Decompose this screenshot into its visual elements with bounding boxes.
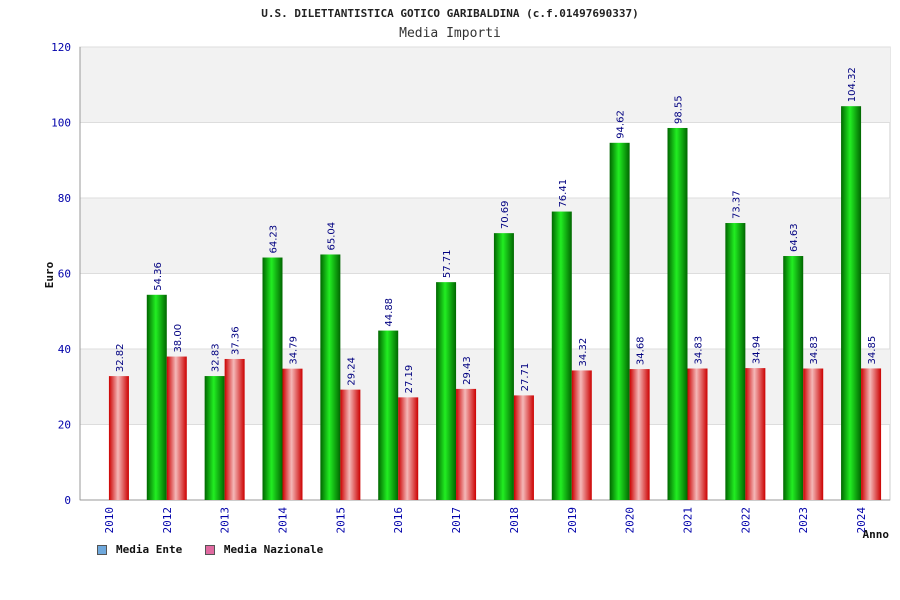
legend-label-media-nazionale: Media Nazionale xyxy=(223,543,324,556)
x-tick-label: 2010 xyxy=(103,507,116,534)
y-tick-label: 80 xyxy=(58,192,71,205)
value-label-media-nazionale: 38.00 xyxy=(173,324,184,353)
value-label-media-nazionale: 34.79 xyxy=(289,336,300,365)
y-tick-label: 20 xyxy=(58,419,71,432)
x-tick-label: 2013 xyxy=(219,507,232,534)
legend-swatch-media-nazionale xyxy=(204,544,215,555)
value-label-media-nazionale: 34.68 xyxy=(636,336,647,365)
bar-media-nazionale xyxy=(456,388,477,500)
x-tick-label: 2018 xyxy=(508,507,521,534)
y-tick-label: 60 xyxy=(58,268,71,281)
bar-media-ente xyxy=(551,211,572,500)
value-label-media-ente: 64.63 xyxy=(789,223,800,252)
x-tick-label: 2017 xyxy=(450,507,463,534)
legend-item-media-ente: Media Ente xyxy=(97,543,182,556)
bar-media-nazionale xyxy=(861,368,882,500)
value-label-media-nazionale: 34.83 xyxy=(694,336,705,365)
bar-media-ente xyxy=(320,254,341,500)
bar-media-nazionale xyxy=(745,368,766,500)
x-tick-label: 2021 xyxy=(682,507,695,534)
bar-media-ente xyxy=(841,106,862,500)
value-label-media-ente: 44.88 xyxy=(384,298,395,327)
y-tick-label: 120 xyxy=(51,41,71,54)
value-label-media-ente: 70.69 xyxy=(500,201,511,230)
legend-swatch-media-ente xyxy=(97,544,107,555)
bar-media-ente xyxy=(725,223,746,500)
x-tick-label: 2019 xyxy=(566,507,579,534)
value-label-media-ente: 57.71 xyxy=(442,250,453,279)
bar-media-nazionale xyxy=(224,358,245,500)
value-label-media-nazionale: 29.24 xyxy=(346,357,357,386)
bar-media-nazionale xyxy=(629,369,650,500)
value-label-media-nazionale: 34.83 xyxy=(809,336,820,365)
value-label-media-nazionale: 29.43 xyxy=(462,356,473,385)
bar-media-ente xyxy=(436,282,457,500)
legend: Media Ente Media Nazionale xyxy=(97,543,339,558)
x-tick-label: 2015 xyxy=(334,507,347,534)
grid-band xyxy=(80,198,890,274)
bar-media-ente xyxy=(667,127,688,500)
bar-media-nazionale xyxy=(340,389,361,500)
value-label-media-nazionale: 27.19 xyxy=(404,365,415,394)
bar-media-nazionale xyxy=(571,370,592,500)
value-label-media-ente: 98.55 xyxy=(674,95,685,124)
bar-media-ente xyxy=(378,330,399,500)
bar-media-nazionale xyxy=(803,368,824,500)
value-label-media-ente: 73.37 xyxy=(731,190,742,219)
x-tick-label: 2022 xyxy=(739,507,752,534)
value-label-media-nazionale: 27.71 xyxy=(520,363,531,392)
bar-media-ente xyxy=(204,376,225,500)
y-axis-label: Euro xyxy=(43,261,56,288)
x-tick-label: 2024 xyxy=(855,507,868,534)
y-tick-label: 100 xyxy=(51,117,71,130)
bar-media-nazionale xyxy=(166,356,187,500)
bar-media-nazionale xyxy=(687,368,708,500)
grid-band xyxy=(80,47,890,123)
y-tick-label: 0 xyxy=(64,494,71,507)
y-tick-label: 40 xyxy=(58,343,71,356)
x-tick-label: 2020 xyxy=(624,507,637,534)
bar-media-ente xyxy=(146,294,167,500)
x-tick-label: 2012 xyxy=(161,507,174,534)
value-label-media-ente: 64.23 xyxy=(269,225,280,254)
value-label-media-nazionale: 34.85 xyxy=(867,336,878,365)
x-tick-label: 2014 xyxy=(277,507,290,534)
bar-media-ente xyxy=(609,142,630,500)
x-tick-label: 2016 xyxy=(392,507,405,534)
value-label-media-ente: 32.83 xyxy=(211,343,222,372)
bar-media-nazionale xyxy=(282,368,303,500)
chart-subtitle: Media Importi xyxy=(399,26,501,41)
legend-label-media-ente: Media Ente xyxy=(116,543,183,556)
grid-band xyxy=(80,349,890,425)
value-label-media-ente: 54.36 xyxy=(153,262,164,291)
value-label-media-ente: 65.04 xyxy=(326,222,337,251)
bar-media-nazionale xyxy=(108,376,129,500)
bar-media-ente xyxy=(262,257,283,500)
bar-media-ente xyxy=(783,256,804,500)
legend-item-media-nazionale: Media Nazionale xyxy=(204,543,324,556)
value-label-media-nazionale: 34.94 xyxy=(751,335,762,364)
value-label-media-ente: 76.41 xyxy=(558,179,569,208)
value-label-media-nazionale: 37.36 xyxy=(231,326,242,355)
value-label-media-nazionale: 32.82 xyxy=(115,343,126,372)
x-tick-label: 2023 xyxy=(797,507,810,534)
bar-media-ente xyxy=(493,233,514,500)
value-label-media-ente: 94.62 xyxy=(616,110,627,139)
x-axis-label: Anno xyxy=(863,528,890,541)
chart-title: U.S. DILETTANTISTICA GOTICO GARIBALDINA … xyxy=(261,7,639,20)
value-label-media-ente: 104.32 xyxy=(847,67,858,102)
bar-media-nazionale xyxy=(513,395,534,500)
value-label-media-nazionale: 34.32 xyxy=(578,338,589,367)
bar-media-nazionale xyxy=(398,397,419,500)
